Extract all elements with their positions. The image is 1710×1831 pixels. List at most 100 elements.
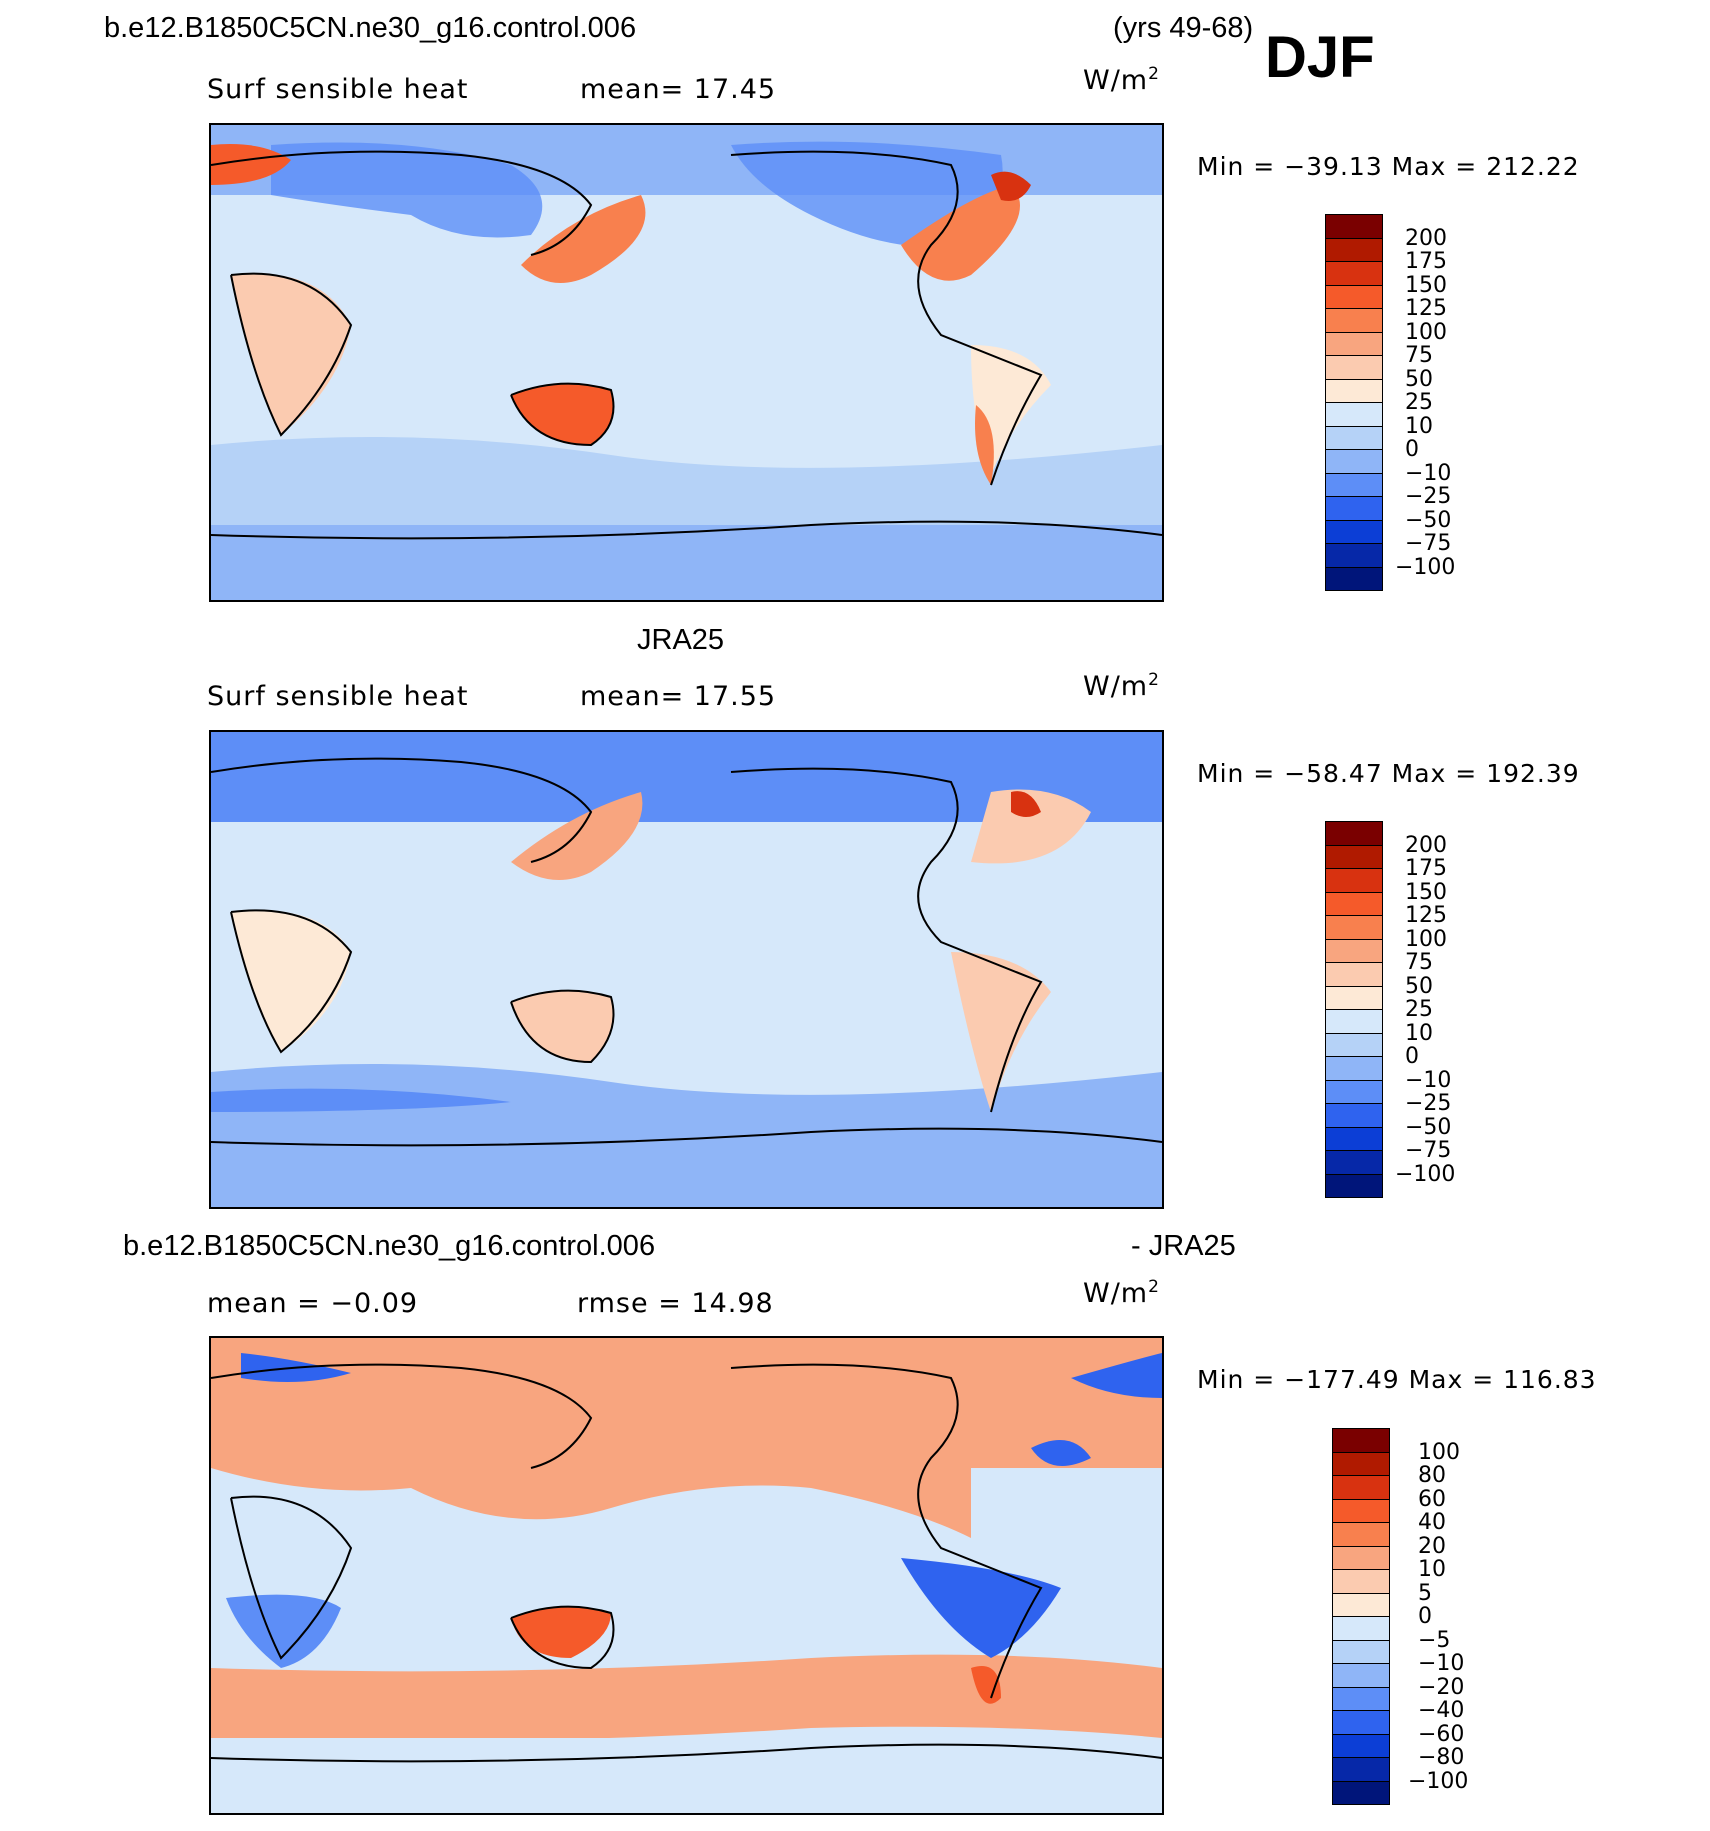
- colorbar-tick-label: −100: [1395, 1161, 1456, 1187]
- panel1-mean: mean= 17.45: [580, 74, 777, 105]
- colorbar-tick-label: 75: [1405, 343, 1433, 368]
- colorbar-tick-label: 100: [1405, 319, 1447, 345]
- colorbar-swatch: [1325, 1056, 1383, 1081]
- panel3-units: W/m2: [1083, 1277, 1160, 1309]
- colorbar-swatch: [1332, 1663, 1390, 1688]
- colorbar-tick-label: 50: [1405, 973, 1433, 999]
- colorbar-swatch: [1332, 1710, 1390, 1735]
- colorbar-swatch: [1332, 1475, 1390, 1500]
- panel1-variable: Surf sensible heat: [207, 74, 469, 105]
- colorbar-swatch: [1332, 1592, 1390, 1617]
- colorbar-tick-label: −80: [1418, 1745, 1465, 1770]
- colorbar-tick-label: 75: [1405, 950, 1433, 975]
- colorbar-tick-label: −25: [1405, 484, 1452, 509]
- panel1-map: [209, 123, 1164, 602]
- colorbar-tick-label: 125: [1405, 296, 1447, 321]
- colorbar-swatch: [1325, 402, 1383, 427]
- colorbar-swatch: [1332, 1428, 1390, 1453]
- colorbar-tick-label: −10: [1405, 1067, 1452, 1093]
- colorbar-tick-label: 0: [1405, 437, 1419, 462]
- colorbar-tick-label: 60: [1418, 1486, 1446, 1512]
- colorbar-tick-label: 5: [1418, 1580, 1432, 1606]
- years-label: (yrs 49-68): [1113, 12, 1254, 44]
- colorbar-tick-label: 50: [1405, 366, 1433, 392]
- colorbar-tick-label: −50: [1405, 1114, 1452, 1140]
- colorbar-swatch: [1332, 1639, 1390, 1664]
- panel2-units: W/m2: [1083, 670, 1160, 702]
- colorbar-tick-label: 40: [1418, 1510, 1446, 1535]
- colorbar-tick-label: −75: [1405, 1138, 1452, 1163]
- colorbar-swatch: [1325, 284, 1383, 309]
- panel3-mean: mean = −0.09: [207, 1288, 419, 1319]
- colorbar-swatch: [1332, 1498, 1390, 1523]
- colorbar-tick-label: 100: [1418, 1439, 1460, 1465]
- panel3-map: [209, 1336, 1164, 1815]
- colorbar-swatch: [1332, 1733, 1390, 1758]
- colorbar-tick-label: −10: [1418, 1651, 1465, 1676]
- colorbar-swatch: [1332, 1686, 1390, 1711]
- colorbar-tick-label: −100: [1395, 554, 1456, 580]
- colorbar-tick-label: 175: [1405, 249, 1447, 274]
- colorbar-tick-label: 80: [1418, 1463, 1446, 1488]
- colorbar-tick-label: 10: [1418, 1557, 1446, 1582]
- colorbar-tick-label: 10: [1405, 413, 1433, 439]
- colorbar-tick-label: 20: [1418, 1533, 1446, 1559]
- colorbar-tick-label: −60: [1418, 1721, 1465, 1747]
- panel3-minmax: Min = −177.49 Max = 116.83: [1197, 1365, 1597, 1394]
- panel2-title: JRA25: [637, 624, 725, 656]
- colorbar-tick-label: −75: [1405, 531, 1452, 556]
- colorbar-tick-label: 200: [1405, 225, 1447, 251]
- colorbar-tick-label: 0: [1405, 1044, 1419, 1069]
- colorbar-swatch: [1325, 1150, 1383, 1175]
- colorbar-swatch: [1325, 1032, 1383, 1057]
- colorbar-tick-label: −10: [1405, 460, 1452, 486]
- season-label: DJF: [1265, 25, 1375, 90]
- panel1-map-svg: [211, 125, 1162, 600]
- colorbar-swatch: [1325, 355, 1383, 380]
- colorbar-swatch: [1325, 891, 1383, 916]
- colorbar-swatch: [1325, 308, 1383, 333]
- colorbar-swatch: [1325, 378, 1383, 403]
- colorbar-swatch: [1325, 261, 1383, 286]
- colorbar-swatch: [1325, 449, 1383, 474]
- colorbar-tick-label: −20: [1418, 1674, 1465, 1700]
- colorbar-tick-label: 150: [1405, 272, 1447, 298]
- colorbar-swatch: [1325, 543, 1383, 568]
- colorbar-swatch: [1325, 1126, 1383, 1151]
- case-title: b.e12.B1850C5CN.ne30_g16.control.006: [104, 12, 637, 44]
- colorbar-swatch: [1325, 868, 1383, 893]
- panel3-title-left: b.e12.B1850C5CN.ne30_g16.control.006: [123, 1230, 656, 1262]
- colorbar-tick-label: 25: [1405, 390, 1433, 415]
- colorbar-swatch: [1325, 496, 1383, 521]
- panel3-map-svg: [211, 1338, 1162, 1813]
- panel2-mean: mean= 17.55: [580, 681, 777, 712]
- colorbar-swatch: [1325, 472, 1383, 497]
- colorbar-swatch: [1332, 1545, 1390, 1570]
- colorbar-tick-label: 25: [1405, 997, 1433, 1022]
- colorbar-swatch: [1325, 821, 1383, 846]
- colorbar-swatch: [1332, 1569, 1390, 1594]
- panel2-minmax: Min = −58.47 Max = 192.39: [1197, 759, 1580, 788]
- colorbar-swatch: [1325, 1173, 1383, 1198]
- colorbar-swatch: [1325, 331, 1383, 356]
- colorbar-swatch: [1332, 1522, 1390, 1547]
- colorbar-swatch: [1325, 938, 1383, 963]
- colorbar-swatch: [1325, 566, 1383, 591]
- colorbar-swatch: [1325, 237, 1383, 262]
- colorbar-swatch: [1325, 1079, 1383, 1104]
- colorbar-swatch: [1325, 425, 1383, 450]
- colorbar-tick-label: −25: [1405, 1091, 1452, 1116]
- panel2-map: [209, 730, 1164, 1209]
- colorbar-swatch: [1332, 1616, 1390, 1641]
- colorbar-tick-label: −100: [1408, 1768, 1469, 1794]
- colorbar-tick-label: −40: [1418, 1698, 1465, 1723]
- colorbar-swatch: [1332, 1780, 1390, 1805]
- colorbar-tick-label: −50: [1405, 507, 1452, 533]
- colorbar-tick-label: 200: [1405, 832, 1447, 858]
- colorbar-swatch: [1325, 962, 1383, 987]
- colorbar-tick-label: 175: [1405, 856, 1447, 881]
- colorbar-swatch: [1325, 1103, 1383, 1128]
- panel1-units: W/m2: [1083, 64, 1160, 96]
- colorbar-swatch: [1332, 1757, 1390, 1782]
- colorbar-tick-label: 125: [1405, 903, 1447, 928]
